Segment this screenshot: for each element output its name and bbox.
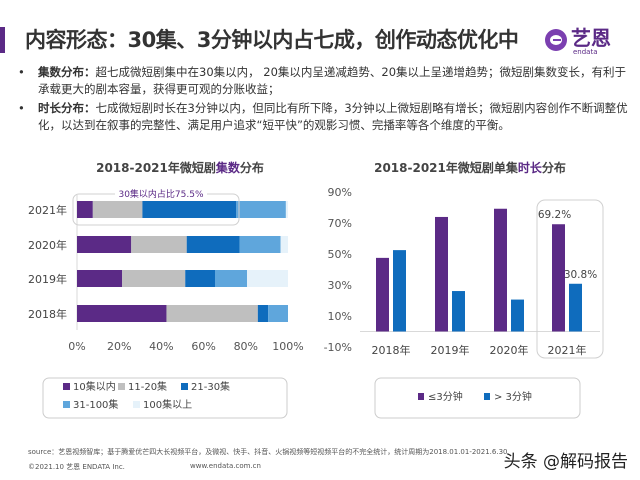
stacked-bar-segment xyxy=(77,236,132,253)
bullet-dot: • xyxy=(18,65,25,79)
legend-label: 21-30集 xyxy=(191,380,230,393)
stacked-bar-segment xyxy=(239,236,281,253)
bullet-text: 七成微短剧时长在3分钟以内，但同比有所下降，3分钟以上微短剧略有增长；微短剧内容… xyxy=(38,101,628,132)
legend-swatch xyxy=(181,383,188,390)
stacked-bar-segment xyxy=(268,305,288,322)
left-chart-title: 2018-2021年微短剧集数分布 xyxy=(96,160,264,175)
stacked-bar-segment xyxy=(186,236,240,253)
legend-label: 10集以内 xyxy=(73,380,116,393)
right-category-label: 2021年 xyxy=(548,343,587,357)
stacked-bar-segment xyxy=(166,305,258,322)
highlight-box-2021 xyxy=(536,199,604,359)
bullet-episodes: • 集数分布：超七成微短剧集中在30集以内， 20集以内呈递减趋势、20集以上呈… xyxy=(18,64,628,98)
legend-label: 31-100集 xyxy=(73,398,118,411)
legend-label: 100集以上 xyxy=(143,398,192,411)
left-x-tick: 100% xyxy=(272,340,303,353)
data-label: 30.8% xyxy=(564,269,597,281)
bar-gt3min xyxy=(511,299,524,332)
left-category-label: 2018年 xyxy=(28,307,67,321)
bullet-label: 集数分布： xyxy=(38,65,96,79)
bullet-label: 时长分布： xyxy=(38,101,96,115)
legend-label: ≤3分钟 xyxy=(428,390,463,403)
data-label: 69.2% xyxy=(538,209,571,221)
stacked-bar-segment xyxy=(92,201,143,218)
stacked-bar-segment xyxy=(247,270,288,287)
watermark: 头条 @解码报告 xyxy=(503,452,628,472)
legend-label: 11-20集 xyxy=(128,380,167,393)
right-y-tick: 50% xyxy=(328,248,352,261)
logo-subtext: endata xyxy=(573,48,598,55)
left-x-tick: 0% xyxy=(68,340,85,353)
bar-le3min xyxy=(376,257,389,332)
source-note: source：艺恩视频智库；基于腾爱优芒四大长视频平台，及微视、快手、抖音、火锅… xyxy=(28,448,508,456)
logo-text: 艺恩 xyxy=(571,26,611,50)
stacked-bar-segment xyxy=(236,201,286,218)
bar-le3min xyxy=(552,224,565,332)
bullet-duration: • 时长分布：七成微短剧时长在3分钟以内，但同比有所下降，3分钟以上微短剧略有增… xyxy=(18,100,628,134)
right-category-label: 2019年 xyxy=(431,343,470,357)
website-link[interactable]: www.endata.com.cn xyxy=(190,462,261,470)
annotation-bg xyxy=(115,188,207,199)
bar-le3min xyxy=(494,208,507,332)
stacked-bar-segment xyxy=(280,236,288,253)
stacked-bar-segment xyxy=(285,201,288,218)
left-category-label: 2019年 xyxy=(28,272,67,286)
left-legend-box xyxy=(42,377,288,419)
stacked-bar-segment xyxy=(257,305,269,322)
right-y-tick: -10% xyxy=(324,341,352,354)
title-accent-bar xyxy=(0,27,5,53)
bar-gt3min xyxy=(569,283,582,332)
legend-swatch xyxy=(133,401,140,408)
right-y-tick: 30% xyxy=(328,279,352,292)
right-category-label: 2018年 xyxy=(372,343,411,357)
right-legend-box xyxy=(374,377,581,419)
bar-gt3min xyxy=(452,291,465,332)
legend-label: > 3分钟 xyxy=(494,390,532,403)
right-y-tick: 70% xyxy=(328,217,352,230)
right-y-tick: 90% xyxy=(328,186,352,199)
annotation-label: 30集以内占比75.5% xyxy=(118,188,203,200)
right-chart-title: 2018-2021年微短剧单集时长分布 xyxy=(374,160,566,175)
stacked-bar-segment xyxy=(77,270,123,287)
stacked-bar-segment xyxy=(185,270,215,287)
bar-le3min xyxy=(435,216,448,332)
summary-bullets: • 集数分布：超七成微短剧集中在30集以内， 20集以内呈递减趋势、20集以上呈… xyxy=(18,64,628,136)
left-x-tick: 80% xyxy=(234,340,258,353)
bar-gt3min xyxy=(393,250,406,332)
page-title: 内容形态：30集、3分钟以内占七成，创作动态优化中 xyxy=(25,28,519,52)
left-category-label: 2020年 xyxy=(28,238,67,252)
bullet-dot: • xyxy=(18,101,25,115)
bullet-text: 超七成微短剧集中在30集以内， 20集以内呈递减趋势、20集以上呈递增趋势；微短… xyxy=(38,65,627,96)
stacked-bar-segment xyxy=(122,270,186,287)
stacked-bar-segment xyxy=(77,201,93,218)
copyright: ©2021.10 艺恩 ENDATA Inc. xyxy=(28,463,125,471)
logo-icon: 艺恩 endata xyxy=(545,26,611,55)
legend-swatch xyxy=(118,383,125,390)
left-category-label: 2021年 xyxy=(28,203,67,217)
stacked-bar-segment xyxy=(142,201,237,218)
left-x-tick: 40% xyxy=(149,340,173,353)
right-y-tick: 10% xyxy=(328,310,352,323)
right-category-label: 2020年 xyxy=(490,343,529,357)
stacked-bar-segment xyxy=(77,305,167,322)
stacked-bar-segment xyxy=(214,270,248,287)
legend-swatch xyxy=(63,401,70,408)
legend-swatch xyxy=(418,393,424,400)
endata-logo: 艺恩 endata xyxy=(543,25,633,55)
stacked-bar-segment xyxy=(131,236,187,253)
left-x-tick: 20% xyxy=(107,340,131,353)
legend-swatch xyxy=(484,393,490,400)
legend-swatch xyxy=(63,383,70,390)
left-x-tick: 60% xyxy=(191,340,215,353)
